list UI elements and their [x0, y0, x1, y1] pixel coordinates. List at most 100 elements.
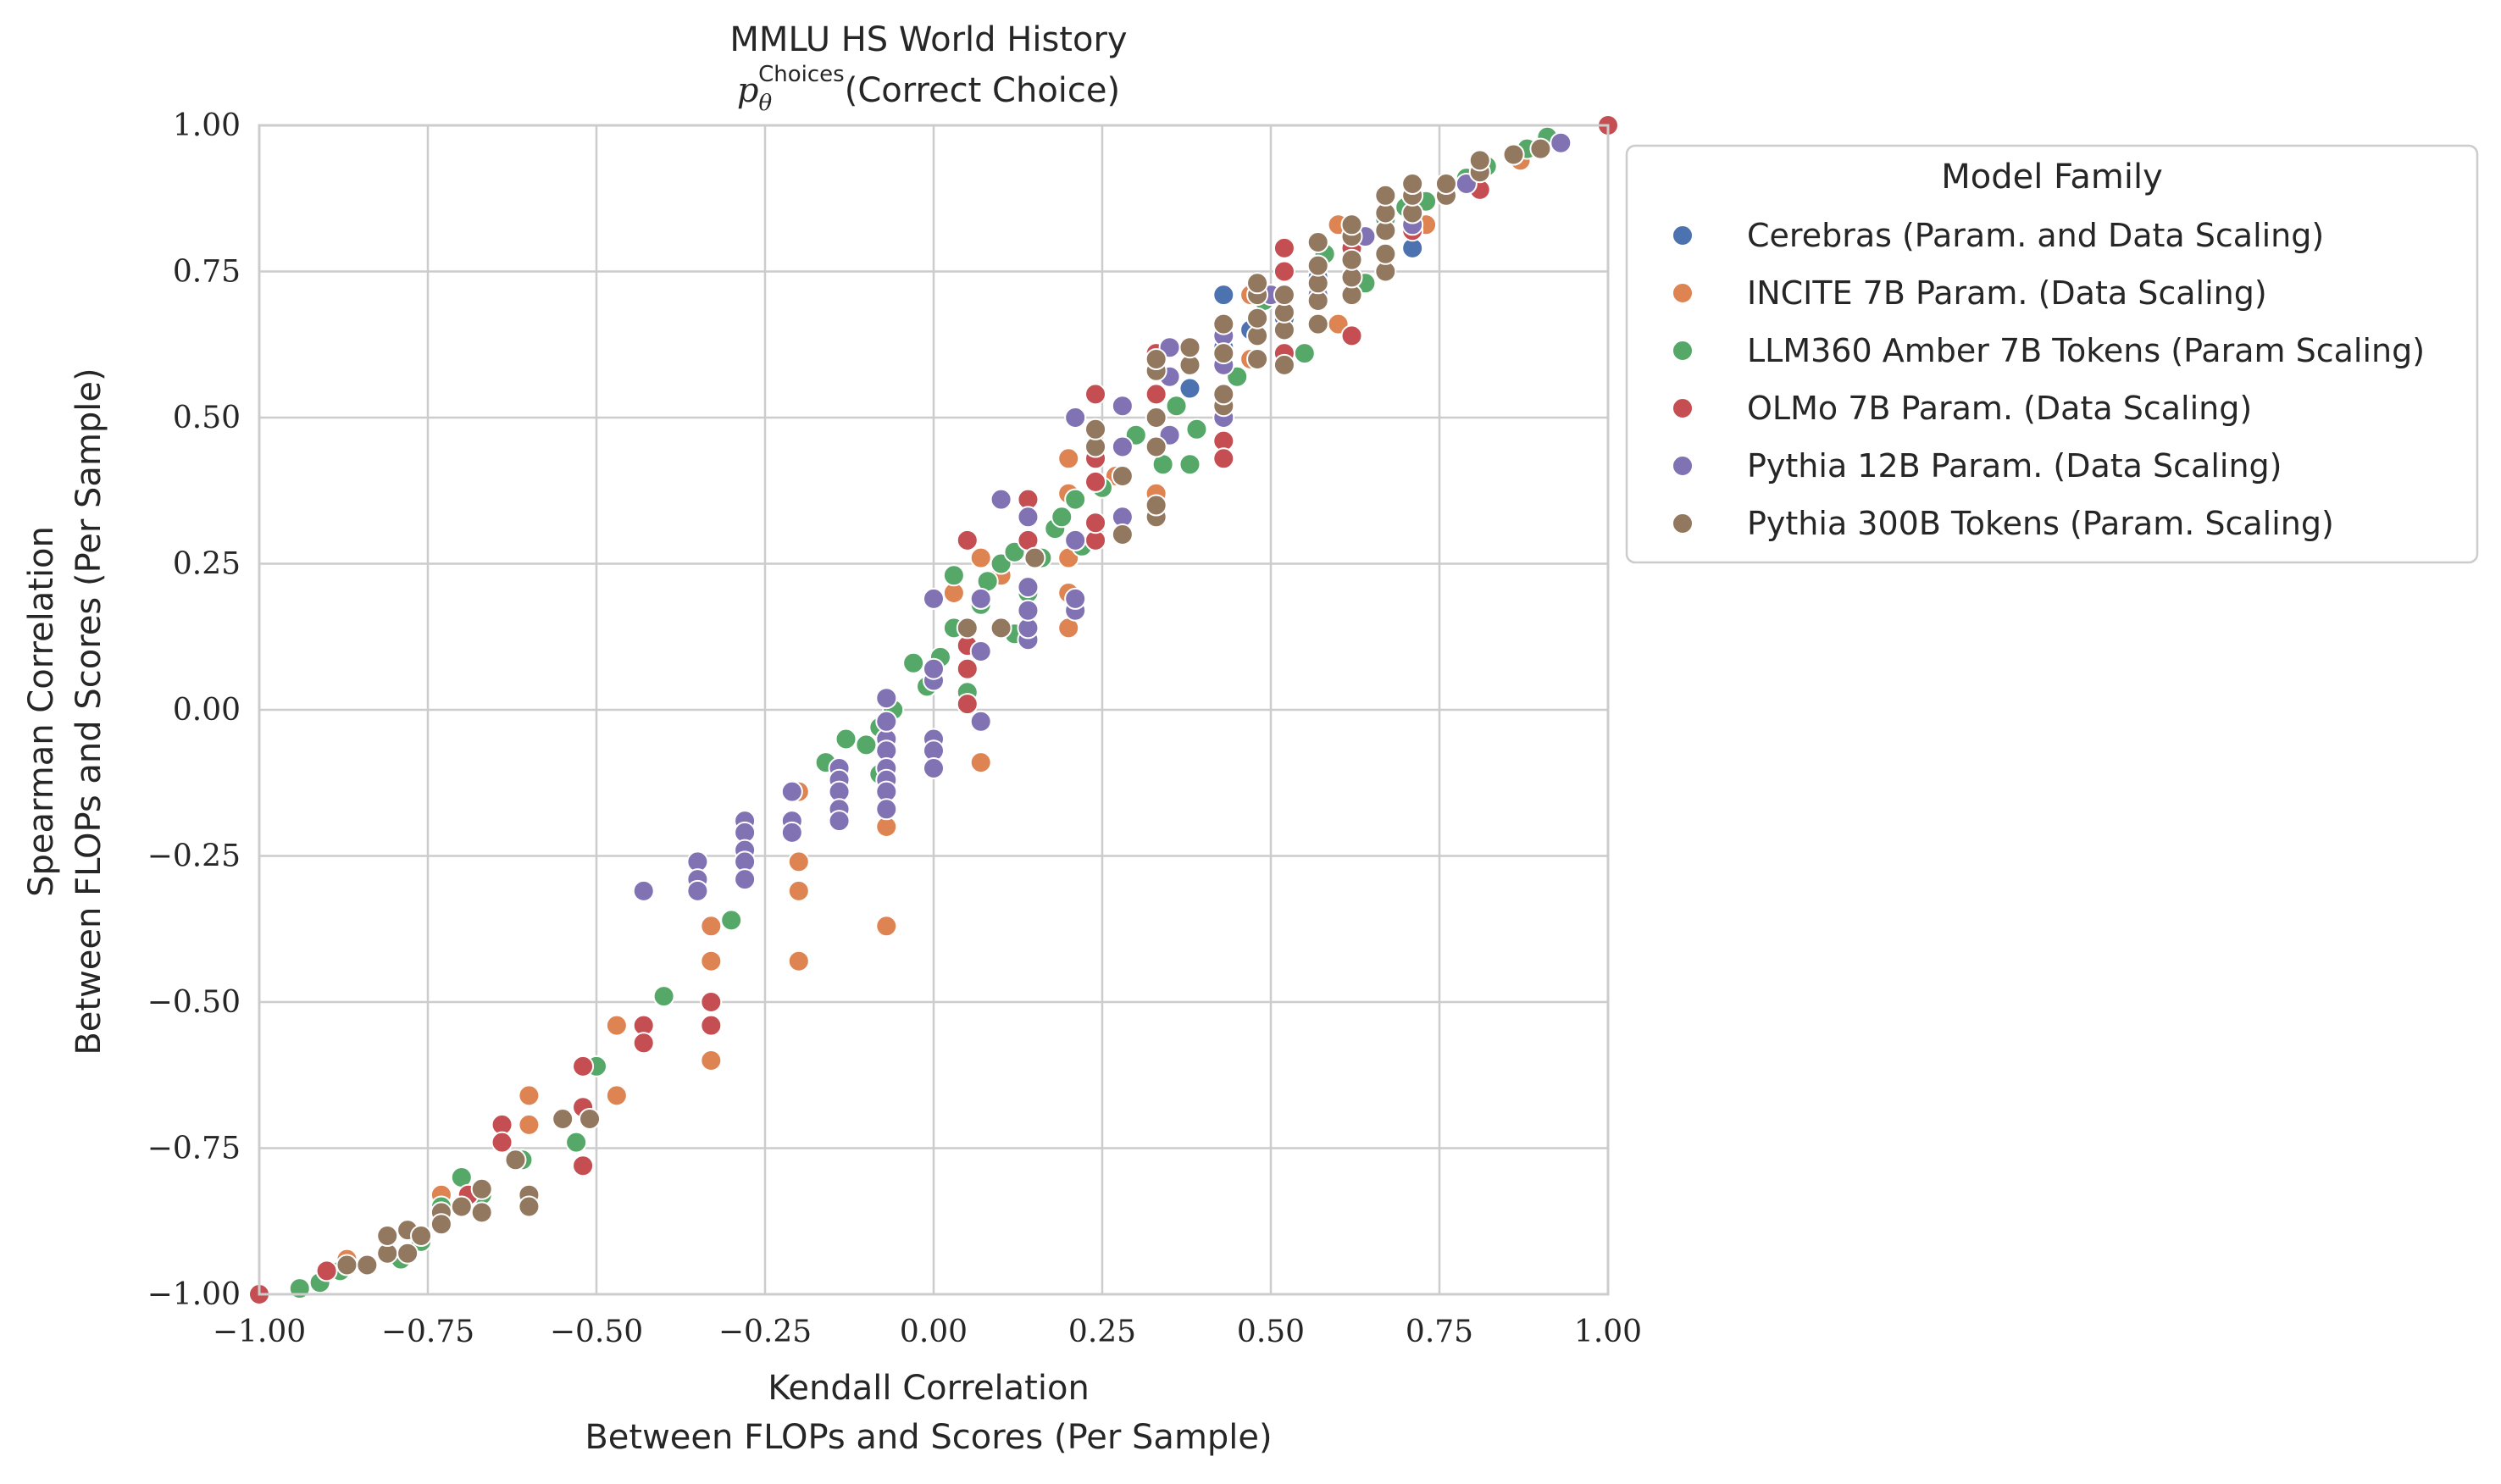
- data-point: [552, 1108, 574, 1130]
- legend-label: Pythia 12B Param. (Data Scaling): [1747, 447, 2282, 485]
- data-point: [605, 1014, 628, 1037]
- data-point: [518, 1113, 541, 1136]
- data-point: [1084, 512, 1107, 534]
- data-point: [572, 1055, 595, 1077]
- data-point: [1550, 131, 1572, 154]
- data-point: [1212, 342, 1235, 365]
- subtitle-math-symbol: p: [737, 71, 759, 110]
- data-point: [828, 810, 851, 833]
- chart-subtitle: pθ Choices(Correct Choice): [737, 62, 1120, 116]
- data-point: [632, 879, 655, 902]
- data-point: [1273, 353, 1295, 376]
- legend-item-4: Pythia 12B Param. (Data Scaling): [1672, 447, 2282, 485]
- data-point: [450, 1195, 473, 1218]
- data-point: [565, 1131, 588, 1154]
- legend-item-1: INCITE 7B Param. (Data Scaling): [1672, 274, 2267, 312]
- y-tick-label: 0.50: [173, 401, 241, 435]
- data-point: [875, 798, 898, 821]
- data-point: [923, 587, 945, 610]
- data-point: [956, 529, 979, 551]
- data-point: [942, 564, 965, 587]
- data-point: [1165, 395, 1188, 418]
- data-point: [969, 546, 992, 569]
- x-tick-labels: −1.00 −0.75 −0.50 −0.25 0.00 0.25 0.50 0.75 1.00: [213, 1315, 1642, 1349]
- y-tick-labels: −1.00 −0.75 −0.50 −0.25 0.00 0.25 0.50 0.75 1.00: [147, 108, 241, 1312]
- data-point: [787, 850, 810, 873]
- data-point: [470, 1201, 493, 1224]
- data-point: [700, 991, 723, 1013]
- data-point: [875, 687, 898, 710]
- data-point: [518, 1084, 541, 1107]
- data-point: [855, 734, 878, 756]
- data-point: [1084, 418, 1107, 440]
- data-point: [1017, 599, 1040, 622]
- data-point: [835, 728, 857, 750]
- legend-item-5: Pythia 300B Tokens (Param. Scaling): [1672, 505, 2334, 542]
- data-point: [902, 651, 925, 674]
- data-point: [700, 1014, 723, 1037]
- legend-item-2: LLM360 Amber 7B Tokens (Param Scaling): [1672, 332, 2425, 369]
- data-point: [1502, 143, 1525, 166]
- data-point: [1064, 488, 1087, 511]
- legend-items: Cerebras (Param. and Data Scaling) INCITE…: [1672, 217, 2425, 542]
- data-point: [1064, 587, 1087, 610]
- data-point: [956, 617, 979, 640]
- y-axis-label-line1: Spearman Correlation: [22, 526, 61, 897]
- data-point: [1273, 284, 1295, 307]
- data-point: [990, 617, 1012, 640]
- x-axis-label-line1: Kendall Correlation: [768, 1369, 1090, 1408]
- data-point: [470, 1177, 493, 1200]
- data-point: [1185, 418, 1208, 440]
- data-point: [1212, 284, 1235, 307]
- x-tick-label: −1.00: [213, 1315, 306, 1349]
- data-point: [605, 1084, 628, 1107]
- legend-marker: [1672, 397, 1694, 419]
- data-point: [734, 868, 757, 891]
- data-point: [700, 950, 723, 972]
- axes-frame: [258, 124, 1610, 1296]
- legend-label: INCITE 7B Param. (Data Scaling): [1747, 274, 2267, 312]
- data-point: [1340, 324, 1363, 347]
- y-tick-label: 0.75: [173, 255, 241, 290]
- data-point: [1434, 173, 1457, 195]
- data-point: [579, 1108, 602, 1130]
- data-point: [1246, 272, 1269, 295]
- data-point: [376, 1225, 399, 1247]
- data-point: [396, 1242, 419, 1265]
- data-point: [923, 757, 945, 779]
- data-point: [1111, 435, 1134, 458]
- data-point: [491, 1131, 513, 1154]
- data-point: [1212, 313, 1235, 335]
- data-point: [1246, 348, 1269, 370]
- data-point: [315, 1260, 338, 1282]
- subtitle-subscript: θ: [758, 91, 772, 116]
- data-point: [1064, 529, 1087, 551]
- legend-label: LLM360 Amber 7B Tokens (Param Scaling): [1747, 332, 2425, 369]
- data-point: [410, 1225, 433, 1247]
- data-point: [969, 710, 992, 733]
- legend-marker: [1672, 512, 1694, 534]
- data-point: [969, 751, 992, 774]
- data-point: [1145, 383, 1167, 406]
- data-point: [1306, 254, 1329, 277]
- legend-marker: [1672, 282, 1694, 304]
- data-point: [787, 879, 810, 902]
- data-point: [780, 821, 803, 844]
- data-point: [1023, 546, 1046, 569]
- data-point: [1306, 231, 1329, 253]
- data-point: [1374, 242, 1397, 265]
- data-point: [700, 915, 723, 938]
- data-point: [336, 1254, 358, 1276]
- y-tick-label: −0.25: [147, 839, 241, 874]
- series-4: [632, 131, 1572, 902]
- data-point: [1111, 523, 1134, 545]
- data-point: [1306, 313, 1329, 335]
- data-point: [780, 780, 803, 803]
- data-point: [1273, 260, 1295, 283]
- y-axis-label-line2: Between FLOPs and Scores (Per Sample): [69, 368, 108, 1055]
- x-tick-label: −0.25: [718, 1315, 812, 1349]
- x-tick-label: −0.75: [381, 1315, 474, 1349]
- legend-label: Cerebras (Param. and Data Scaling): [1747, 217, 2324, 254]
- x-axis-label-line2: Between FLOPs and Scores (Per Sample): [585, 1418, 1272, 1457]
- data-point: [969, 587, 992, 610]
